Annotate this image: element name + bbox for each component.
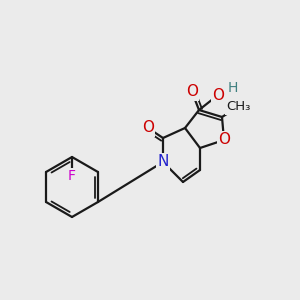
Text: CH₃: CH₃ (226, 100, 250, 113)
Text: O: O (142, 121, 154, 136)
Text: N: N (157, 154, 169, 169)
Text: F: F (68, 169, 76, 183)
Text: O: O (212, 88, 224, 103)
Text: O: O (218, 133, 230, 148)
Text: H: H (228, 81, 238, 95)
Text: O: O (186, 85, 198, 100)
